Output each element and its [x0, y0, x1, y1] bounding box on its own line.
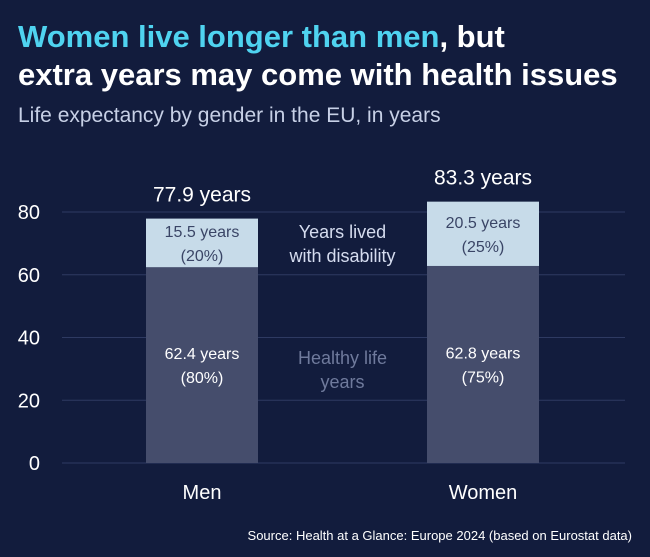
x-category-label: Women: [449, 482, 518, 504]
data-label: 62.8 years: [446, 345, 521, 362]
data-label: 62.4 years: [165, 346, 240, 363]
total-label: 83.3 years: [434, 167, 532, 190]
source-note: Source: Health at a Glance: Europe 2024 …: [247, 528, 632, 543]
bar-segment-disability: [146, 218, 258, 268]
y-tick-label: 60: [18, 265, 40, 287]
annotation-healthy: years: [320, 372, 364, 392]
chart-title: Women live longer than men, but extra ye…: [18, 18, 638, 94]
data-label: (75%): [462, 369, 505, 386]
title-highlight: Women live longer than men: [18, 19, 440, 54]
data-label: 20.5 years: [446, 215, 521, 232]
y-tick-label: 80: [18, 202, 40, 224]
title-line2: extra years may come with health issues: [18, 57, 618, 92]
chart-subtitle: Life expectancy by gender in the EU, in …: [18, 104, 441, 127]
y-tick-label: 40: [18, 328, 40, 350]
bar-segment-healthy: [146, 267, 258, 463]
data-label: (80%): [181, 370, 224, 387]
data-label: (20%): [181, 248, 224, 265]
title-rest: , but: [439, 19, 505, 54]
data-label: (25%): [462, 239, 505, 256]
total-label: 77.9 years: [153, 184, 251, 207]
y-tick-label: 0: [29, 453, 40, 475]
annotation-healthy: Healthy life: [298, 348, 387, 368]
bar-segment-healthy: [427, 265, 539, 463]
data-label: 15.5 years: [165, 224, 240, 241]
annotation-disability: Years lived: [299, 222, 386, 242]
bar-segment-disability: [427, 201, 539, 266]
annotation-disability: with disability: [288, 246, 395, 266]
y-tick-label: 20: [18, 390, 40, 412]
x-category-label: Men: [183, 482, 222, 504]
